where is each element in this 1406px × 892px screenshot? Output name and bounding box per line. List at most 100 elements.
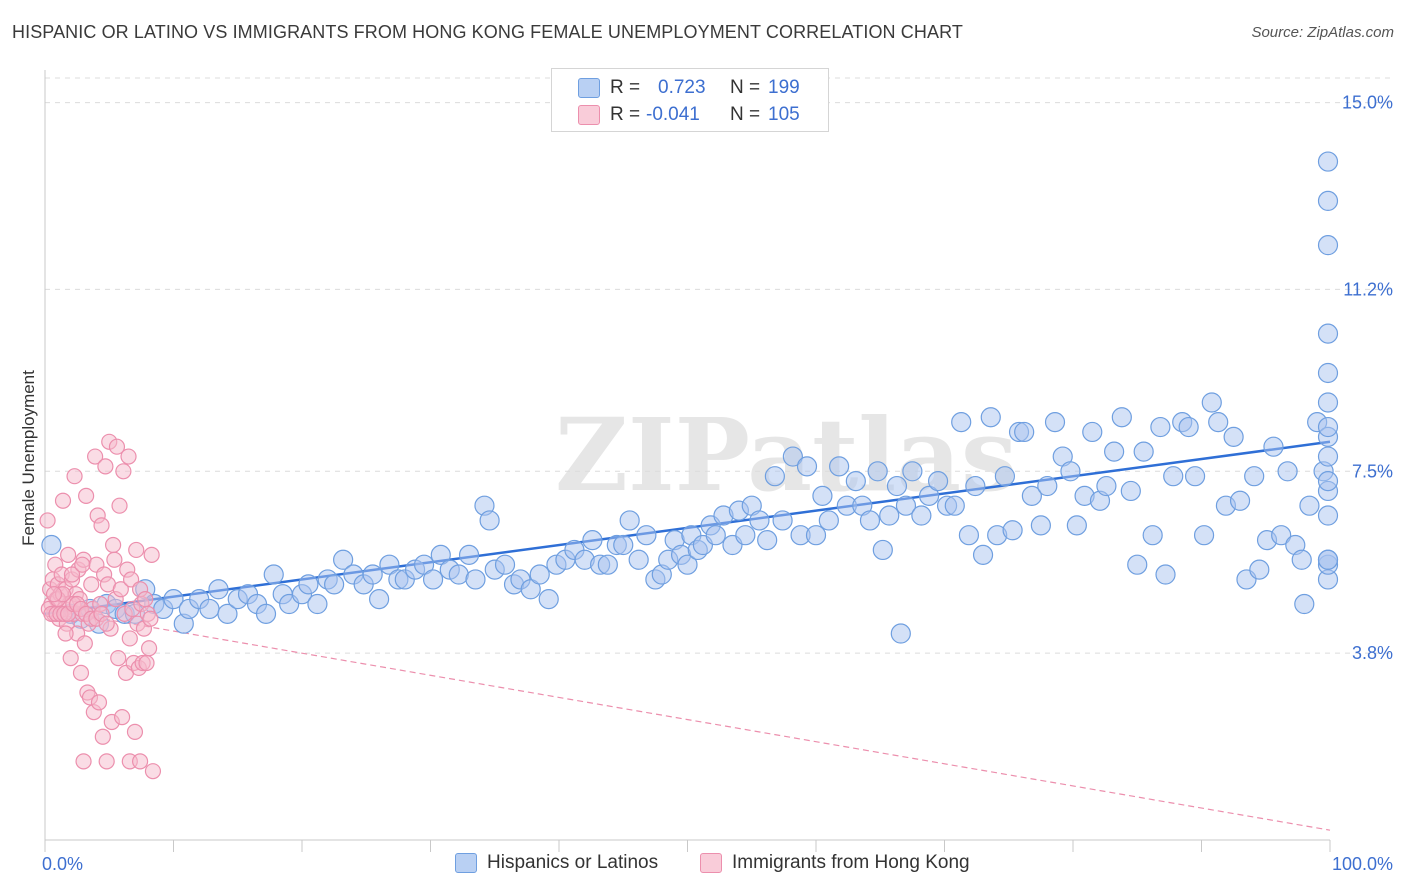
point-hispanic — [1037, 475, 1058, 497]
point-hongkong — [120, 448, 137, 465]
point-hispanic — [890, 623, 911, 644]
point-hispanic — [413, 554, 435, 575]
point-hispanic — [829, 456, 850, 477]
point-hispanic — [1317, 505, 1339, 526]
n-value: 199 — [768, 77, 800, 98]
point-hispanic — [1317, 235, 1339, 256]
point-hispanic — [1142, 525, 1163, 546]
point-hispanic — [1317, 392, 1339, 413]
point-hispanic — [944, 495, 965, 516]
point-hispanic — [529, 564, 550, 585]
point-hispanic — [812, 485, 833, 506]
hongkong-legend-swatch — [700, 853, 722, 873]
point-hispanic — [764, 466, 785, 487]
point-hongkong — [60, 546, 77, 563]
point-hispanic — [163, 589, 184, 610]
point-hispanic — [1060, 461, 1081, 482]
data-points — [39, 151, 1339, 780]
point-hispanic — [362, 564, 383, 585]
point-hongkong — [142, 610, 159, 627]
point-hispanic — [1104, 441, 1125, 462]
point-hispanic — [965, 475, 986, 497]
point-hispanic — [980, 407, 1001, 428]
point-hispanic — [597, 554, 618, 575]
point-hispanic — [1044, 412, 1066, 433]
point-hongkong — [128, 541, 145, 559]
point-hongkong — [137, 591, 154, 608]
point-hispanic — [1021, 485, 1042, 506]
point-hispanic — [1155, 564, 1176, 585]
point-hispanic — [1291, 549, 1312, 570]
y-tick-label: 15.0% — [1342, 93, 1393, 113]
point-hispanic — [1299, 495, 1320, 516]
point-hispanic — [458, 544, 480, 565]
point-hongkong — [105, 536, 122, 554]
point-hispanic — [613, 534, 634, 556]
axes — [44, 70, 1331, 852]
point-hispanic — [902, 461, 923, 482]
gridlines — [45, 77, 1392, 654]
point-hispanic — [845, 471, 866, 492]
point-hispanic — [1317, 416, 1339, 438]
point-hispanic — [333, 549, 354, 570]
point-hispanic — [465, 569, 486, 590]
point-hispanic — [872, 539, 893, 561]
point-hispanic — [879, 505, 900, 526]
point-hongkong — [83, 576, 100, 593]
point-hongkong — [126, 723, 144, 740]
point-hispanic — [1317, 190, 1339, 212]
point-hispanic — [520, 579, 541, 600]
point-hispanic — [1317, 446, 1339, 467]
point-hispanic — [1014, 421, 1035, 443]
point-hongkong — [76, 635, 93, 652]
point-hongkong — [121, 630, 138, 647]
n-label: N = — [730, 104, 761, 125]
point-hongkong — [98, 753, 115, 770]
r-label: R = — [610, 104, 641, 125]
point-hongkong — [62, 650, 79, 667]
point-hispanic — [422, 569, 444, 590]
point-hispanic — [255, 603, 277, 624]
point-hispanic — [867, 461, 888, 482]
point-hispanic — [972, 544, 994, 565]
y-tick-label: 3.8% — [1352, 643, 1393, 663]
point-hispanic — [805, 525, 827, 546]
point-hispanic — [911, 505, 932, 526]
n-value: 105 — [768, 104, 800, 125]
point-hispanic — [448, 564, 469, 585]
point-hongkong — [94, 728, 111, 745]
legend-label-hispanic: Hispanics or Latinos — [487, 852, 659, 873]
point-hispanic — [619, 510, 640, 531]
r-value: -0.041 — [646, 104, 700, 125]
point-hispanic — [757, 530, 778, 551]
point-hongkong — [72, 664, 90, 681]
point-hongkong — [93, 517, 110, 534]
point-hispanic — [1184, 466, 1206, 487]
hispanic-swatch — [578, 78, 600, 98]
point-hispanic — [1002, 520, 1023, 541]
point-hispanic — [1249, 559, 1270, 580]
point-hispanic — [298, 574, 319, 595]
x-tick-label-start: 0.0% — [42, 854, 83, 874]
point-hispanic — [796, 456, 818, 477]
point-hispanic — [479, 510, 500, 531]
point-hongkong — [90, 694, 108, 711]
point-hispanic — [677, 554, 698, 575]
point-hispanic — [1096, 475, 1117, 497]
point-hispanic — [1317, 471, 1339, 492]
point-hispanic — [918, 485, 940, 506]
point-hongkong — [74, 556, 91, 573]
point-hongkong — [131, 753, 149, 770]
point-hongkong — [110, 650, 127, 667]
point-hispanic — [494, 554, 516, 575]
chart-source: Source: ZipAtlas.com — [1251, 24, 1394, 41]
point-hispanic — [307, 593, 328, 615]
point-hispanic — [1163, 466, 1184, 487]
point-hispanic — [324, 574, 345, 595]
point-hispanic — [538, 589, 559, 610]
point-hispanic — [41, 534, 62, 556]
point-hongkong — [112, 581, 129, 598]
point-hispanic — [1133, 441, 1154, 462]
point-hispanic — [886, 475, 908, 497]
